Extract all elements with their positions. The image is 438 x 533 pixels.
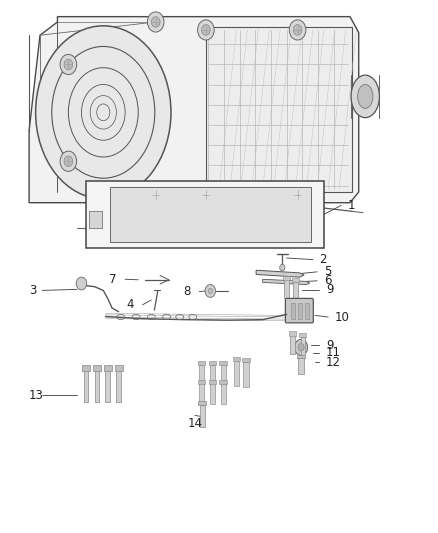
Text: 14: 14 <box>187 417 202 430</box>
Bar <box>293 282 297 301</box>
Polygon shape <box>256 270 304 277</box>
Circle shape <box>201 189 210 200</box>
Circle shape <box>64 59 73 70</box>
Bar <box>115 366 123 370</box>
Circle shape <box>198 20 214 40</box>
Bar <box>283 276 290 280</box>
Bar <box>244 362 249 387</box>
Bar <box>297 355 305 359</box>
Bar <box>199 383 204 403</box>
Bar <box>208 379 216 384</box>
Bar <box>89 211 102 228</box>
Text: 12: 12 <box>326 356 341 369</box>
Bar <box>233 357 240 361</box>
Text: 1: 1 <box>348 199 355 212</box>
Bar <box>110 187 311 241</box>
Bar <box>299 333 306 337</box>
Circle shape <box>198 184 214 205</box>
Bar <box>305 303 309 319</box>
Text: 10: 10 <box>335 311 350 324</box>
Bar <box>106 370 110 402</box>
Text: 2: 2 <box>319 253 327 266</box>
Polygon shape <box>29 17 359 203</box>
Bar <box>300 337 305 356</box>
Circle shape <box>208 288 212 294</box>
Ellipse shape <box>35 26 171 199</box>
Bar <box>221 383 226 403</box>
Circle shape <box>293 25 302 35</box>
Bar <box>289 332 296 336</box>
Text: 5: 5 <box>324 265 331 278</box>
Ellipse shape <box>351 75 379 118</box>
Circle shape <box>205 285 215 297</box>
Bar <box>298 358 304 374</box>
Ellipse shape <box>357 84 373 108</box>
Circle shape <box>148 12 164 32</box>
Bar <box>219 361 227 366</box>
Circle shape <box>294 340 307 356</box>
Text: 8: 8 <box>183 285 191 298</box>
Bar <box>298 303 302 319</box>
Bar <box>208 361 216 366</box>
Bar <box>210 383 215 403</box>
Bar <box>200 405 205 427</box>
Bar <box>199 365 204 385</box>
Bar <box>198 379 205 384</box>
Bar <box>198 361 205 366</box>
Text: 7: 7 <box>109 273 117 286</box>
Bar <box>242 358 250 362</box>
Circle shape <box>151 17 160 27</box>
Bar <box>86 181 324 248</box>
Circle shape <box>289 20 306 40</box>
Bar <box>206 27 352 192</box>
Text: 6: 6 <box>324 274 331 287</box>
Bar <box>292 278 299 282</box>
Bar <box>117 370 121 402</box>
Bar <box>290 335 294 354</box>
Text: 9: 9 <box>326 284 333 296</box>
Bar <box>93 366 101 370</box>
FancyBboxPatch shape <box>286 298 313 323</box>
Bar <box>198 401 206 405</box>
Circle shape <box>298 344 304 351</box>
Text: 13: 13 <box>29 389 44 402</box>
Bar <box>285 279 289 298</box>
Bar <box>210 365 215 385</box>
Bar <box>221 365 226 385</box>
Bar <box>95 370 99 402</box>
Circle shape <box>76 277 87 290</box>
Circle shape <box>289 184 306 205</box>
Circle shape <box>280 264 285 271</box>
Circle shape <box>293 189 302 200</box>
Polygon shape <box>263 279 310 285</box>
Bar <box>219 379 227 384</box>
Circle shape <box>60 54 77 75</box>
Bar <box>234 361 239 386</box>
Bar <box>84 370 88 402</box>
Text: 9: 9 <box>326 338 333 352</box>
Circle shape <box>151 189 160 200</box>
Text: 4: 4 <box>126 298 134 311</box>
Bar <box>291 303 295 319</box>
Circle shape <box>60 151 77 171</box>
Text: 3: 3 <box>29 284 36 297</box>
Bar <box>82 366 90 370</box>
Text: 11: 11 <box>326 346 341 359</box>
Bar <box>104 366 112 370</box>
Circle shape <box>64 156 73 166</box>
Circle shape <box>148 184 164 205</box>
Circle shape <box>201 25 210 35</box>
